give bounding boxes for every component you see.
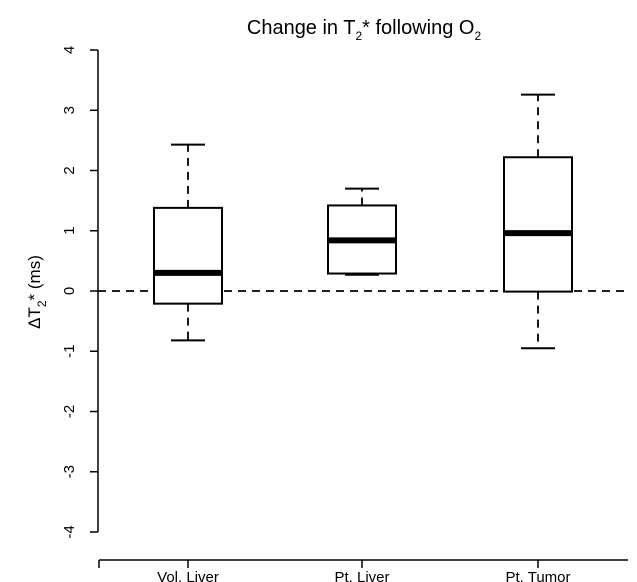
title-subscript-2: 2 [474,29,481,43]
y-tick-label: 0 [61,287,78,295]
y-tick-label: 2 [61,166,78,174]
y-tick-label: -4 [61,525,78,538]
box-1 [153,143,223,342]
box-rect [503,156,573,293]
y-label-subscript: 2 [35,300,49,307]
y-axis-label: ΔT2* (ms) [25,255,49,329]
y-label-prefix: ΔT [25,307,44,329]
y-tick-label: 1 [61,227,78,235]
box-rect [153,206,223,305]
title-subscript-1: 2 [355,29,362,43]
title-text: Change in T [247,17,356,39]
y-tick-label: 4 [61,46,78,54]
x-tick-label: Pt. Liver [334,569,389,582]
x-tick-label: Vol. Liver [157,569,219,582]
boxes-group [153,93,573,350]
x-axis-ticks: Vol. Liver Pt. Liver Pt. Tumor [98,560,571,582]
title-text-middle: * following O [362,17,474,39]
x-tick-label: Pt. Tumor [505,569,570,582]
box-2 [327,187,397,276]
y-tick-label: -1 [61,345,78,358]
chart-title: Change in T2* following O2 [247,17,482,43]
y-tick-label: 3 [61,106,78,114]
y-tick-label: -2 [61,405,78,418]
y-label-suffix: * (ms) [25,255,44,300]
box-3 [503,93,573,350]
y-tick-label: -3 [61,465,78,478]
y-axis-ticks: -4 -3 -2 -1 0 1 2 3 4 [61,46,98,539]
